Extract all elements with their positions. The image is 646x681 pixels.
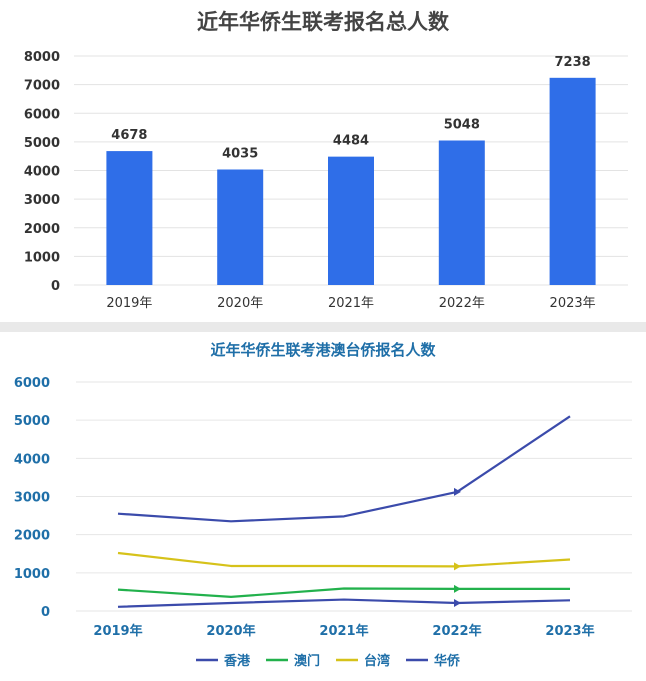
bar-y-tick-label: 5000 [24,136,60,151]
line-marker [454,599,461,607]
bar-chart: 近年华侨生联考报名总人数 0 1000 2000 3000 4000 5000 6000 70… [0,0,646,320]
legend-label: 华侨 [434,653,461,669]
bar [217,169,263,285]
line-y-tick-label: 2000 [14,529,50,544]
line-x-tick-label: 2021年 [319,623,368,639]
line-marker [454,562,461,570]
bar-y-tick-label: 4000 [24,165,60,180]
line-marker [454,585,461,593]
bar [328,157,374,285]
line-chart-panel: 近年华侨生联考港澳台侨报名人数 0 1000 2000 3000 4000 5000 600… [0,332,646,677]
line-series-台湾 [118,553,570,566]
bar-y-tick-label: 2000 [24,222,60,237]
bar-data-label: 4678 [111,128,147,143]
bar-y-tick-label: 8000 [24,50,60,65]
bar-data-label: 4035 [222,146,258,161]
bar-y-tick-label: 0 [51,279,60,294]
line-y-tick-label: 6000 [14,376,50,391]
line-y-tick-label: 3000 [14,491,50,506]
bar [106,151,152,285]
bar-chart-panel: 近年华侨生联考报名总人数 0 1000 2000 3000 4000 5000 6000 70… [0,0,646,320]
line-x-tick-label: 2022年 [432,623,481,639]
line-chart-title: 近年华侨生联考港澳台侨报名人数 [210,341,436,359]
bar-chart-title: 近年华侨生联考报名总人数 [197,10,450,34]
line-y-tick-label: 0 [41,605,50,620]
line-series-香港 [118,416,570,521]
bar-x-tick-label: 2019年 [106,296,152,311]
line-x-tick-label: 2023年 [545,623,594,639]
bar [550,78,596,285]
bar-x-tick-label: 2020年 [217,296,263,311]
line-y-tick-label: 1000 [14,567,50,582]
bar-x-tick-label: 2021年 [328,296,374,311]
line-y-tick-label: 5000 [14,414,50,429]
bar-x-tick-label: 2022年 [439,296,485,311]
panel-divider [0,322,646,332]
bar-data-label: 7238 [555,55,591,70]
legend-label: 澳门 [294,653,320,669]
line-y-tick-label: 4000 [14,452,50,467]
line-chart: 近年华侨生联考港澳台侨报名人数 0 1000 2000 3000 4000 5000 600… [0,332,646,677]
legend-label: 台湾 [364,653,390,669]
bar-y-tick-label: 7000 [24,79,60,94]
bar-data-label: 5048 [444,118,480,133]
bar-data-label: 4484 [333,134,369,149]
line-series-华侨 [118,600,570,607]
bar-y-tick-label: 1000 [24,250,60,265]
bar [439,141,485,285]
bar-x-tick-label: 2023年 [550,296,596,311]
legend-label: 香港 [223,653,251,669]
bar-y-tick-label: 6000 [24,107,60,122]
bar-y-tick-label: 3000 [24,193,60,208]
line-series-澳门 [118,588,570,596]
line-x-tick-label: 2019年 [93,623,142,639]
line-x-tick-label: 2020年 [206,623,255,639]
